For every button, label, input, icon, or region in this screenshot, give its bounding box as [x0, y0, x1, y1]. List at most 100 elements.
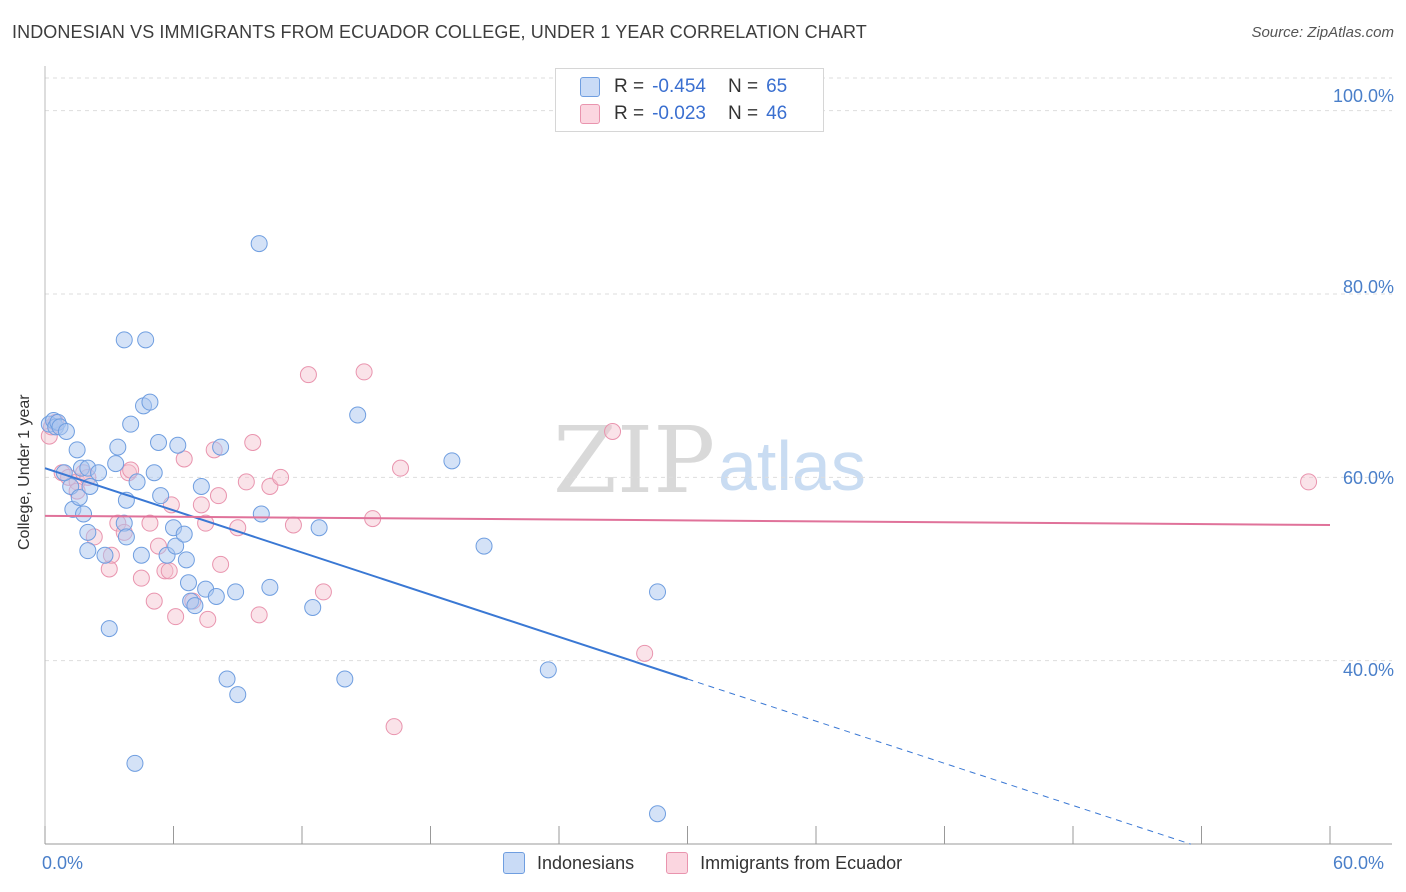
- indonesian-point: [304, 599, 322, 616]
- y-tick-label: 80.0%: [1342, 277, 1394, 297]
- ecuador-point: [284, 516, 302, 534]
- legend-item-indonesians[interactable]: Indonesians: [503, 852, 634, 874]
- indonesian-point: [79, 542, 97, 560]
- ecuador-point: [1300, 473, 1318, 491]
- indonesian-point: [310, 519, 328, 537]
- ecuador-trend-line: [44, 514, 1331, 526]
- legend-n-label: N =: [727, 76, 759, 97]
- indonesian-point: [122, 415, 140, 433]
- stats-legend: R = -0.454 N = 65 R = -0.023 N = 46: [555, 68, 824, 132]
- ecuador-point: [145, 592, 163, 610]
- y-axis-label: College, Under 1 year: [16, 394, 33, 550]
- indonesian-point: [212, 438, 230, 456]
- indonesian-point: [252, 505, 270, 523]
- indonesian-point: [539, 661, 557, 679]
- ecuador-point: [192, 496, 210, 514]
- indonesian-point: [75, 505, 93, 523]
- indonesian-point: [443, 452, 461, 470]
- indonesian-point: [152, 487, 170, 505]
- legend-row-ecuador: R = -0.023 N = 46: [580, 102, 787, 126]
- indonesian-point: [115, 331, 133, 349]
- ecuador-point: [132, 569, 150, 587]
- indonesian-point: [169, 436, 187, 454]
- indonesian-point: [137, 331, 155, 349]
- ecuador-point: [250, 606, 268, 624]
- legend-label: Immigrants from Ecuador: [700, 852, 903, 873]
- legend-row-indonesians: R = -0.454 N = 65: [580, 75, 787, 99]
- blue-swatch-icon: [503, 852, 525, 874]
- ecuador-point: [272, 468, 290, 486]
- legend-n-value: 46: [766, 103, 788, 124]
- ecuador-point: [244, 434, 262, 451]
- ecuador-point: [167, 608, 185, 626]
- ecuador-point: [355, 363, 373, 381]
- ecuador-point: [199, 610, 217, 628]
- indonesian-point: [261, 578, 279, 596]
- indonesian-point: [126, 754, 144, 772]
- indonesian-point: [179, 574, 197, 592]
- ecuador-point: [314, 583, 332, 601]
- y-tick-label: 40.0%: [1342, 660, 1394, 680]
- legend-n-value: 65: [766, 76, 788, 97]
- legend-n-label: N =: [727, 103, 759, 124]
- source-label: Source: ZipAtlas.com: [1251, 24, 1394, 41]
- ecuador-point: [392, 459, 410, 477]
- indonesian-point: [132, 546, 150, 564]
- y-tick-label: 100.0%: [1332, 86, 1394, 106]
- indonesian-point: [100, 620, 118, 638]
- indonesian-point: [192, 478, 210, 495]
- indonesian-point: [207, 588, 225, 605]
- indonesian-point: [109, 438, 127, 456]
- indonesian-point: [68, 441, 86, 459]
- ecuador-point: [160, 562, 178, 580]
- indonesian-trend-line: [44, 467, 688, 680]
- legend-r-value: -0.023: [652, 103, 706, 124]
- indonesian-point: [227, 583, 245, 601]
- legend-label: Indonesians: [537, 852, 635, 873]
- y-tick-label: 60.0%: [1342, 468, 1394, 488]
- indonesian-point: [117, 528, 135, 546]
- ecuador-point: [237, 473, 255, 491]
- indonesian-point: [107, 455, 125, 473]
- indonesian-point: [177, 551, 195, 569]
- ecuador-point: [636, 644, 654, 662]
- ecuador-point: [175, 450, 193, 468]
- series-legend: Indonesians Immigrants from Ecuador: [503, 852, 934, 874]
- indonesian-point: [186, 597, 204, 615]
- ecuador-point: [604, 423, 622, 440]
- ecuador-point: [385, 718, 403, 736]
- pink-swatch-icon: [666, 852, 689, 874]
- indonesian-point: [150, 434, 168, 451]
- pink-swatch-icon: [580, 104, 600, 124]
- x-tick-label: 0.0%: [42, 853, 84, 873]
- indonesian-trend-extension: [687, 678, 1191, 845]
- legend-r-label: R =: [614, 76, 645, 97]
- indonesian-point: [128, 473, 146, 491]
- indonesian-point: [218, 670, 236, 688]
- indonesian-point: [349, 406, 367, 424]
- indonesian-point: [96, 546, 114, 564]
- ecuador-point: [141, 514, 159, 532]
- ecuador-point: [212, 555, 230, 573]
- indonesian-point: [79, 523, 97, 541]
- legend-r-label: R =: [614, 103, 645, 124]
- indonesian-point: [57, 423, 75, 440]
- indonesian-point: [475, 537, 493, 555]
- indonesian-point: [649, 805, 667, 823]
- indonesian-point: [70, 489, 88, 506]
- indonesian-point: [175, 525, 193, 543]
- blue-swatch-icon: [580, 77, 600, 97]
- chart-title: INDONESIAN VS IMMIGRANTS FROM ECUADOR CO…: [12, 22, 867, 42]
- indonesian-point: [250, 235, 268, 253]
- legend-item-ecuador[interactable]: Immigrants from Ecuador: [666, 852, 902, 874]
- indonesian-point: [90, 464, 108, 482]
- legend-r-value: -0.454: [652, 76, 706, 97]
- indonesian-point: [336, 670, 354, 688]
- indonesian-point: [145, 464, 163, 482]
- x-tick-label: 60.0%: [1333, 853, 1385, 873]
- indonesian-point: [649, 583, 667, 601]
- watermark-atlas: atlas: [718, 427, 866, 505]
- ecuador-point: [299, 366, 317, 384]
- indonesian-point: [167, 537, 185, 555]
